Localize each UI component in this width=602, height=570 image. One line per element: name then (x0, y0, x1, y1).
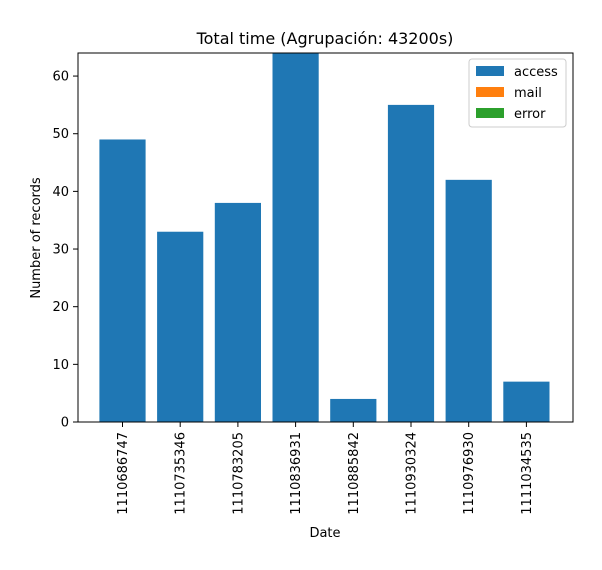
y-tick-label: 40 (52, 185, 69, 200)
legend-swatch-error (476, 108, 504, 118)
y-tick-label: 10 (52, 358, 69, 373)
y-axis-ticks: 0 10 20 30 40 50 60 (52, 70, 78, 431)
bar-access-1110885842 (330, 398, 377, 422)
bar-access-1110976930 (445, 179, 492, 422)
y-tick-label: 20 (52, 300, 69, 315)
legend: access mail error (468, 58, 567, 128)
bar-access-1111034535 (503, 381, 550, 422)
x-tick-label: 1111034535 (520, 432, 535, 515)
legend-label-error: error (514, 107, 546, 122)
bar-access-1110930324 (387, 104, 435, 422)
x-tick-label: 1110976930 (462, 432, 477, 515)
legend-label-mail: mail (514, 86, 542, 101)
x-axis-ticks: 1110686747 1110735346 1110783205 1110836931… (116, 422, 535, 515)
x-tick-label: 1110930324 (405, 432, 420, 515)
legend-label-access: access (514, 65, 558, 80)
x-tick-label: 1110836931 (289, 432, 304, 515)
bars-group (99, 53, 550, 423)
y-tick-label: 60 (52, 70, 69, 85)
bar-access-1110783205 (214, 202, 261, 422)
y-tick-label: 0 (61, 416, 69, 431)
legend-swatch-mail (476, 87, 504, 97)
bar-access-1110686747 (99, 139, 146, 423)
bar-access-1110836931 (272, 53, 319, 422)
x-tick-label: 1110735346 (174, 432, 189, 515)
x-tick-label: 1110885842 (347, 432, 362, 515)
x-axis-label: Date (309, 526, 340, 541)
plot-frame (77, 52, 574, 423)
y-tick-label: 50 (52, 127, 69, 142)
x-tick-label: 1110686747 (116, 432, 131, 515)
y-tick-label: 30 (52, 243, 69, 258)
bar-access-1110735346 (157, 231, 204, 422)
chart-title: Total time (Agrupación: 43200s) (196, 29, 454, 48)
y-axis-label: Number of records (29, 177, 44, 299)
x-tick-label: 1110783205 (231, 432, 246, 515)
legend-swatch-access (476, 66, 504, 76)
